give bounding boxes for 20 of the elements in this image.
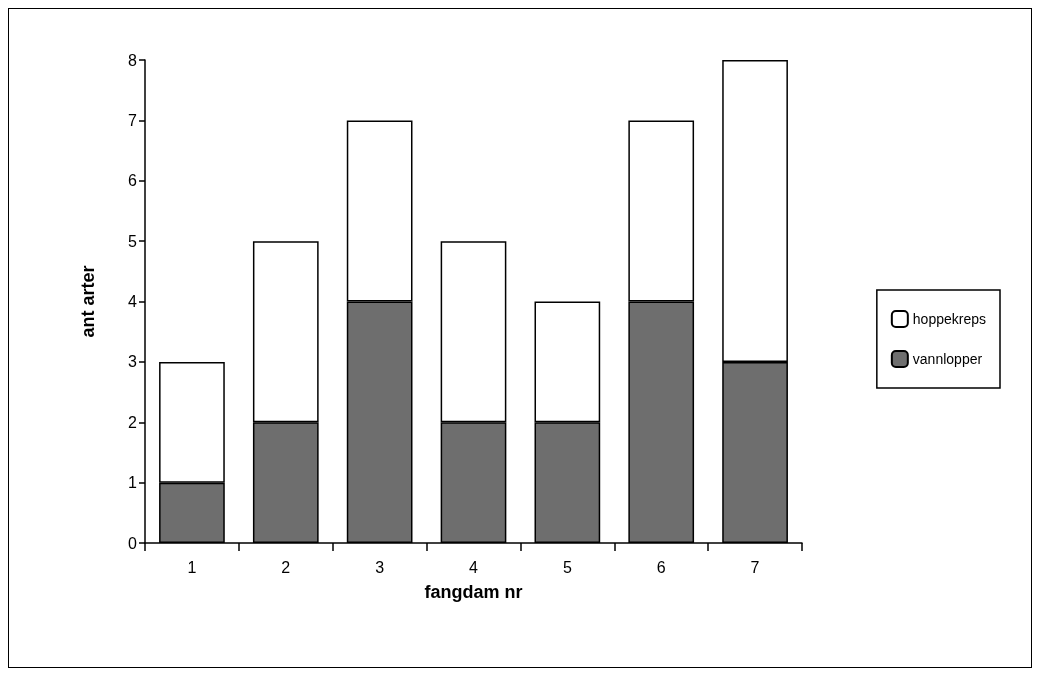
x-tick-label: 6 [656,558,666,576]
y-tick-label: 6 [128,172,138,190]
y-tick-label: 5 [128,232,138,250]
y-tick-label: 1 [128,474,138,492]
x-tick-label: 7 [750,558,760,576]
y-tick-label: 2 [128,413,138,431]
x-axis-title: fangdam nr [424,582,523,602]
y-tick-label: 8 [128,51,138,69]
x-tick-label: 4 [469,558,479,576]
y-axis-title: ant arter [78,265,98,338]
x-tick-label: 5 [562,558,572,576]
y-tick-label: 4 [128,293,138,310]
x-tick-label: 3 [375,558,385,576]
x-tick-label: 2 [281,558,291,576]
legend-label: vannlopper [912,351,983,367]
legend-label: hoppekreps [912,311,987,327]
y-tick-label: 7 [128,111,138,129]
y-tick-label: 0 [128,534,138,552]
y-tick-label: 3 [128,353,138,371]
x-tick-label: 1 [187,558,197,576]
